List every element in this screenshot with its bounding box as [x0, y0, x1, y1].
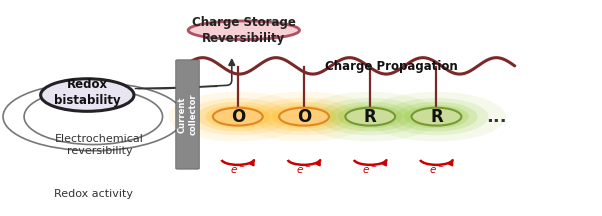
- Text: ...: ...: [486, 108, 507, 126]
- Ellipse shape: [188, 21, 300, 40]
- Ellipse shape: [186, 98, 290, 135]
- Text: $e^-$: $e^-$: [429, 165, 444, 176]
- Ellipse shape: [197, 102, 279, 131]
- Ellipse shape: [263, 102, 345, 131]
- Ellipse shape: [301, 92, 439, 141]
- Text: O: O: [231, 108, 245, 126]
- Text: Electrochemical
reversibility: Electrochemical reversibility: [55, 133, 144, 156]
- Ellipse shape: [279, 108, 329, 125]
- Ellipse shape: [205, 105, 270, 128]
- Ellipse shape: [213, 108, 262, 125]
- Text: Redox
bistability: Redox bistability: [54, 78, 120, 107]
- Ellipse shape: [346, 108, 395, 125]
- Ellipse shape: [24, 89, 163, 145]
- Ellipse shape: [404, 105, 469, 128]
- Ellipse shape: [329, 102, 411, 131]
- Text: R: R: [430, 108, 443, 126]
- Ellipse shape: [3, 83, 184, 151]
- Ellipse shape: [235, 92, 373, 141]
- Ellipse shape: [40, 79, 134, 111]
- Ellipse shape: [367, 92, 506, 141]
- Text: Charge Propagation: Charge Propagation: [325, 60, 458, 73]
- Ellipse shape: [252, 98, 356, 135]
- Text: $e^-$: $e^-$: [296, 165, 312, 176]
- Text: $e^-$: $e^-$: [362, 165, 378, 176]
- Text: $e^-$: $e^-$: [230, 165, 246, 176]
- Ellipse shape: [396, 102, 477, 131]
- Ellipse shape: [385, 98, 488, 135]
- FancyBboxPatch shape: [176, 60, 199, 169]
- Ellipse shape: [169, 92, 307, 141]
- Text: Redox activity: Redox activity: [54, 189, 133, 199]
- Text: O: O: [297, 108, 311, 126]
- Text: R: R: [364, 108, 377, 126]
- Ellipse shape: [412, 108, 461, 125]
- Text: Charge Storage
Reversibility: Charge Storage Reversibility: [192, 16, 296, 45]
- Ellipse shape: [338, 105, 403, 128]
- Text: Current
collector: Current collector: [178, 94, 197, 135]
- Ellipse shape: [318, 98, 422, 135]
- Ellipse shape: [272, 105, 337, 128]
